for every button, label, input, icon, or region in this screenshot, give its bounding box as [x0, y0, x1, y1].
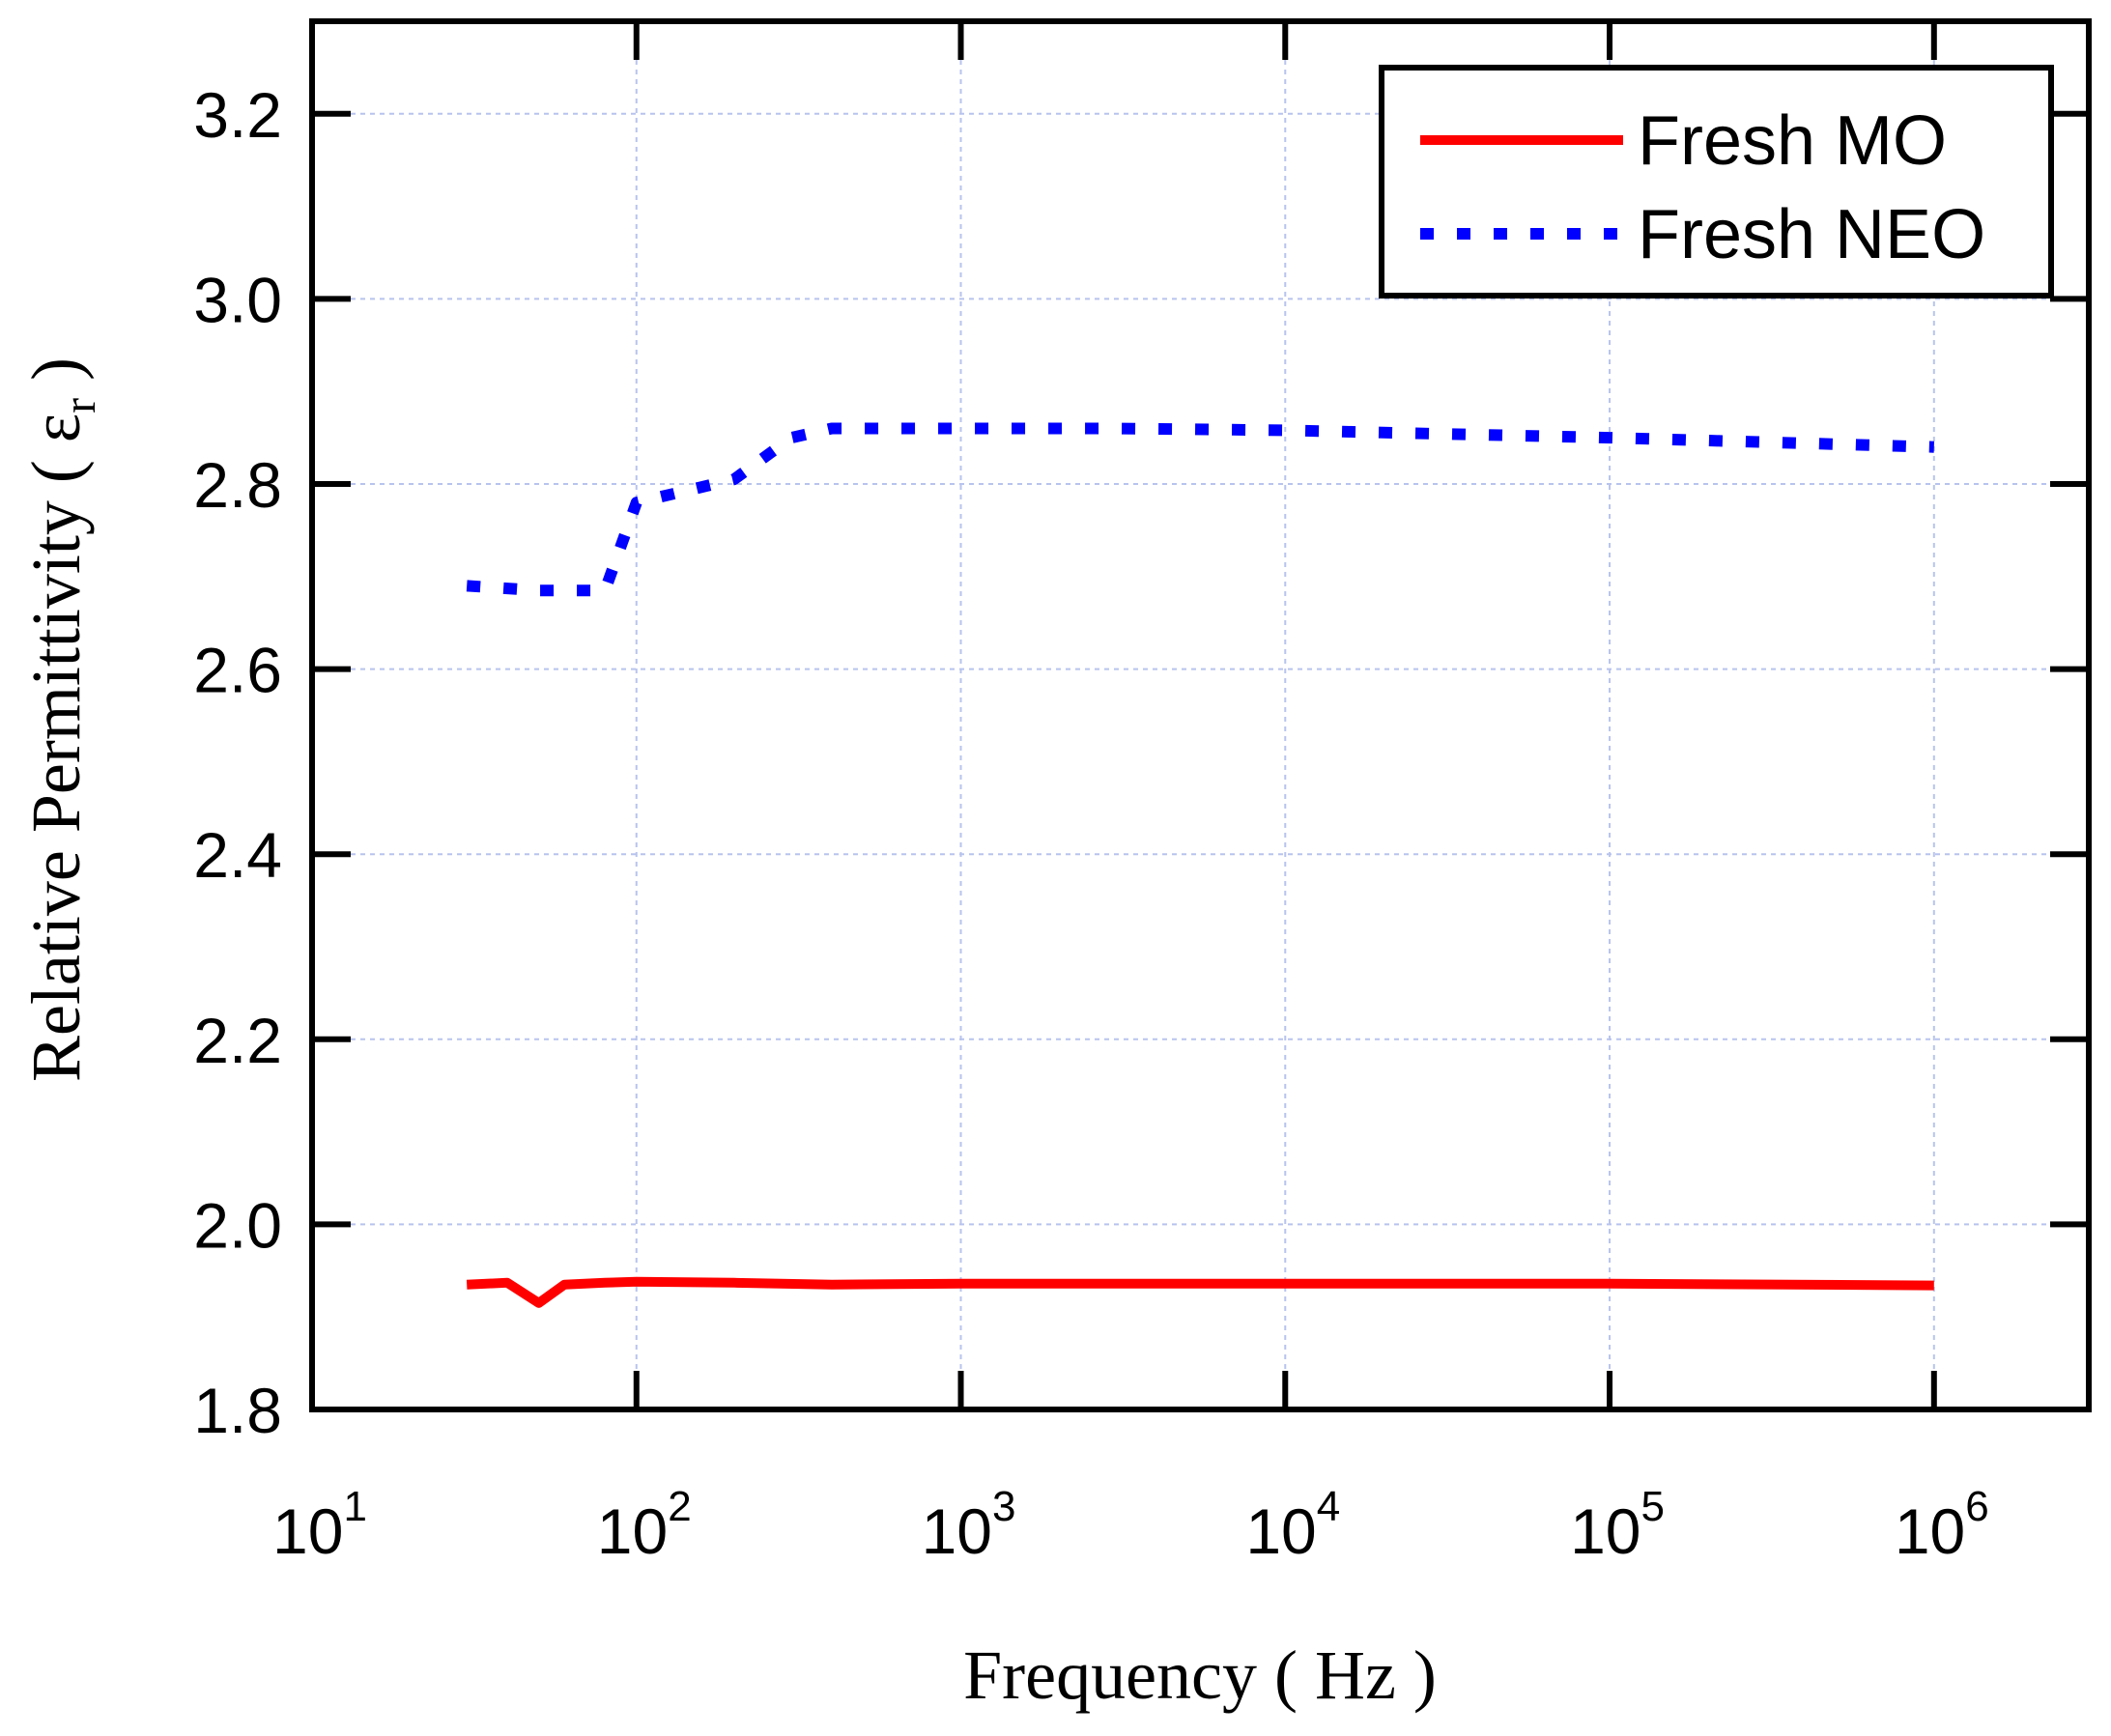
x-tick-label: 103	[922, 1483, 1016, 1567]
x-tick-exponent: 4	[1317, 1483, 1340, 1530]
y-tick-label: 3.2	[193, 79, 282, 151]
legend-label-fresh-mo: Fresh MO	[1638, 102, 1947, 180]
x-tick-exponent: 1	[343, 1483, 366, 1530]
y-tick-labels: 1.8 2.0 2.2 2.4 2.6 2.8 3.0 3.2	[193, 79, 282, 1446]
y-tick-label: 3.0	[193, 264, 282, 335]
plot-area-frame	[309, 18, 2092, 1412]
x-tick-label: 105	[1570, 1483, 1665, 1567]
x-tick-exponent: 6	[1965, 1483, 1988, 1530]
x-tick-exponent: 5	[1641, 1483, 1665, 1530]
x-tick-label: 106	[1895, 1483, 1989, 1567]
axis-ticks	[309, 21, 2089, 1412]
y-tick-label: 2.2	[193, 1005, 282, 1076]
y-axis-title-subscript: r	[54, 398, 105, 413]
legend-label-fresh-neo: Fresh NEO	[1638, 196, 1985, 273]
y-tick-label: 1.8	[193, 1375, 282, 1446]
y-tick-label: 2.6	[193, 635, 282, 706]
x-tick-base: 10	[272, 1495, 343, 1567]
x-tick-base: 10	[1895, 1495, 1965, 1567]
x-tick-base: 10	[922, 1495, 992, 1567]
x-tick-label: 104	[1245, 1483, 1340, 1567]
x-axis-title: Frequency ( Hz )	[963, 1636, 1437, 1714]
x-tick-exponent: 2	[668, 1483, 691, 1530]
x-tick-labels: 101 102 103 104 105 106	[272, 1483, 1989, 1567]
series-line-fresh-neo	[466, 422, 1934, 597]
y-axis-title: Relative Permittivity ( εr )	[17, 357, 105, 1082]
series-lines	[466, 422, 1934, 1308]
x-tick-label: 102	[597, 1483, 692, 1567]
x-tick-label: 101	[272, 1483, 367, 1567]
y-tick-label: 2.0	[193, 1189, 282, 1261]
x-tick-base: 10	[1570, 1495, 1640, 1567]
legend: Fresh MO Fresh NEO	[1379, 65, 2054, 299]
x-tick-base: 10	[1245, 1495, 1316, 1567]
x-tick-base: 10	[597, 1495, 668, 1567]
y-tick-label: 2.8	[193, 449, 282, 521]
legend-box	[1379, 65, 2054, 299]
series-line-fresh-mo	[466, 1276, 1934, 1308]
x-tick-exponent: 3	[992, 1483, 1015, 1530]
y-axis-title-close: )	[17, 357, 95, 398]
y-axis-title-main: Relative Permittivity ( ε	[17, 413, 95, 1082]
y-tick-label: 2.4	[193, 819, 282, 891]
